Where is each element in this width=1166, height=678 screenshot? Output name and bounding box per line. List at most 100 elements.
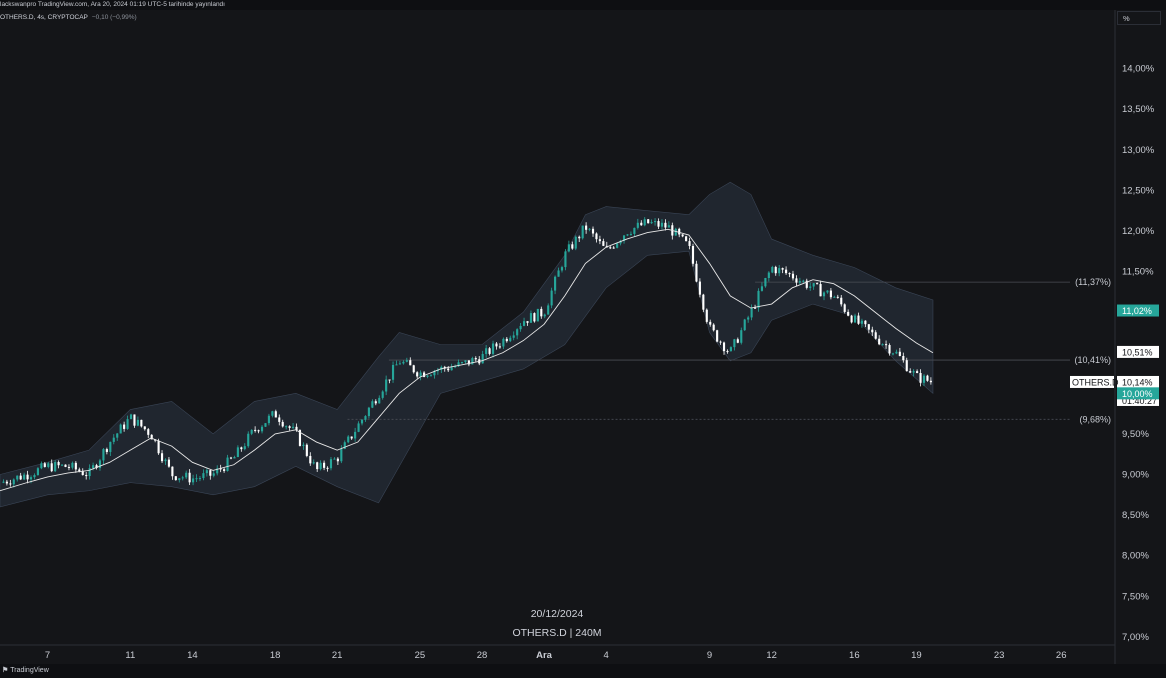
candle-body [450, 367, 453, 371]
price-tag-upper-white: 10,51% [1122, 347, 1153, 357]
candle-body [212, 473, 215, 476]
candle-body [302, 444, 305, 446]
candle-body [219, 468, 222, 470]
candle-body [409, 360, 412, 366]
candle-body [536, 308, 539, 322]
candle-body [526, 321, 529, 323]
candle-body [33, 475, 36, 478]
candle-body [88, 468, 91, 477]
candle-body [788, 273, 791, 275]
candle-body [391, 364, 395, 380]
candle-body [29, 477, 33, 480]
candle-body [840, 297, 843, 305]
time-tick-label: 9 [707, 650, 712, 661]
candle-body [819, 284, 822, 297]
overlay-symbol-interval: OTHERS.D | 240M [512, 627, 601, 639]
candle-body [809, 286, 812, 288]
footer-logo-text: TradingView [10, 667, 49, 674]
price-tick-label: 13,50% [1122, 104, 1155, 115]
symbol-text: OTHERS.D, 4s, CRYPTOCAP [0, 14, 88, 21]
candle-body [467, 360, 470, 365]
candle-body [843, 304, 846, 312]
level-label: (9,68%) [1079, 414, 1111, 424]
candle-body [722, 342, 726, 352]
candle-body [560, 267, 564, 271]
candle-body [512, 335, 515, 338]
candle-body [616, 243, 619, 248]
candle-body [564, 251, 567, 268]
candle-body [395, 364, 398, 366]
candle-body [681, 234, 684, 237]
candle-body [719, 341, 722, 343]
candle-body [229, 457, 233, 459]
published-text: lackswanpro TradingView.com, Ara 20, 202… [0, 1, 225, 8]
candle-body [402, 361, 405, 364]
candle-body [853, 315, 857, 323]
candle-body [891, 353, 895, 355]
candle-body [309, 455, 312, 464]
time-axis[interactable]: 7 11 14 18 21 25 28 Ara 4 9 12 16 19 23 26 [45, 650, 1067, 661]
candle-body [650, 222, 653, 224]
price-tick-label: 11,50% [1122, 267, 1154, 278]
horizontal-levels: (11,37%) (10,41%) (9,68%) [347, 277, 1111, 424]
candle-body [805, 280, 808, 288]
candle-body [343, 442, 346, 449]
candle-body [85, 475, 88, 477]
candle-body [364, 416, 367, 420]
candle-body [664, 222, 667, 228]
candle-body [323, 462, 326, 468]
candle-body [598, 239, 601, 242]
candle-body [236, 447, 239, 458]
candle-body [474, 358, 477, 360]
candle-body [126, 419, 129, 429]
candle-body [785, 269, 788, 274]
candle-body [447, 368, 450, 371]
candle-body [133, 414, 136, 426]
candle-body [602, 241, 605, 246]
candle-body [192, 478, 195, 483]
time-tick-label: Ara [536, 650, 553, 661]
candle-body [312, 462, 315, 464]
candle-body [519, 325, 522, 330]
level-label: (11,37%) [1075, 277, 1111, 287]
candle-body [426, 375, 429, 377]
footer: ⚑ TradingView [0, 664, 1166, 678]
price-tag-lower-green: 10,00% [1122, 389, 1153, 399]
candle-body [92, 465, 95, 469]
candle-body [885, 344, 888, 346]
candle-body [781, 268, 784, 270]
candle-body [150, 434, 153, 440]
candle-body [895, 351, 898, 354]
candle-body [381, 391, 384, 398]
bollinger-band [0, 181, 934, 508]
level-label: (10,41%) [1074, 355, 1111, 365]
basis-line [0, 228, 934, 492]
candle-body [909, 371, 912, 373]
candle-body [223, 469, 226, 471]
candle-body [471, 358, 474, 365]
candle-body [902, 355, 905, 361]
percent-scale-button[interactable]: % [1117, 11, 1161, 25]
candle-body [250, 429, 253, 434]
candle-body [71, 462, 74, 468]
basis-polyline [0, 228, 934, 492]
candle-body [340, 448, 343, 462]
candle-body [629, 233, 633, 235]
candle-body [481, 353, 484, 364]
candle-body [860, 320, 864, 324]
candle-body [712, 324, 715, 331]
candle-body [802, 280, 805, 282]
candle-body [164, 459, 167, 462]
price-tick-label: 13,00% [1122, 145, 1155, 156]
candle-body [423, 372, 426, 377]
candle-body [67, 466, 71, 468]
candle-body [567, 244, 570, 252]
candle-body [898, 351, 901, 356]
candle-body [267, 415, 270, 424]
candle-body [333, 458, 336, 460]
candle-body [505, 338, 508, 342]
candle-body [260, 426, 264, 432]
candle-body [81, 471, 84, 476]
candle-body [660, 222, 664, 227]
